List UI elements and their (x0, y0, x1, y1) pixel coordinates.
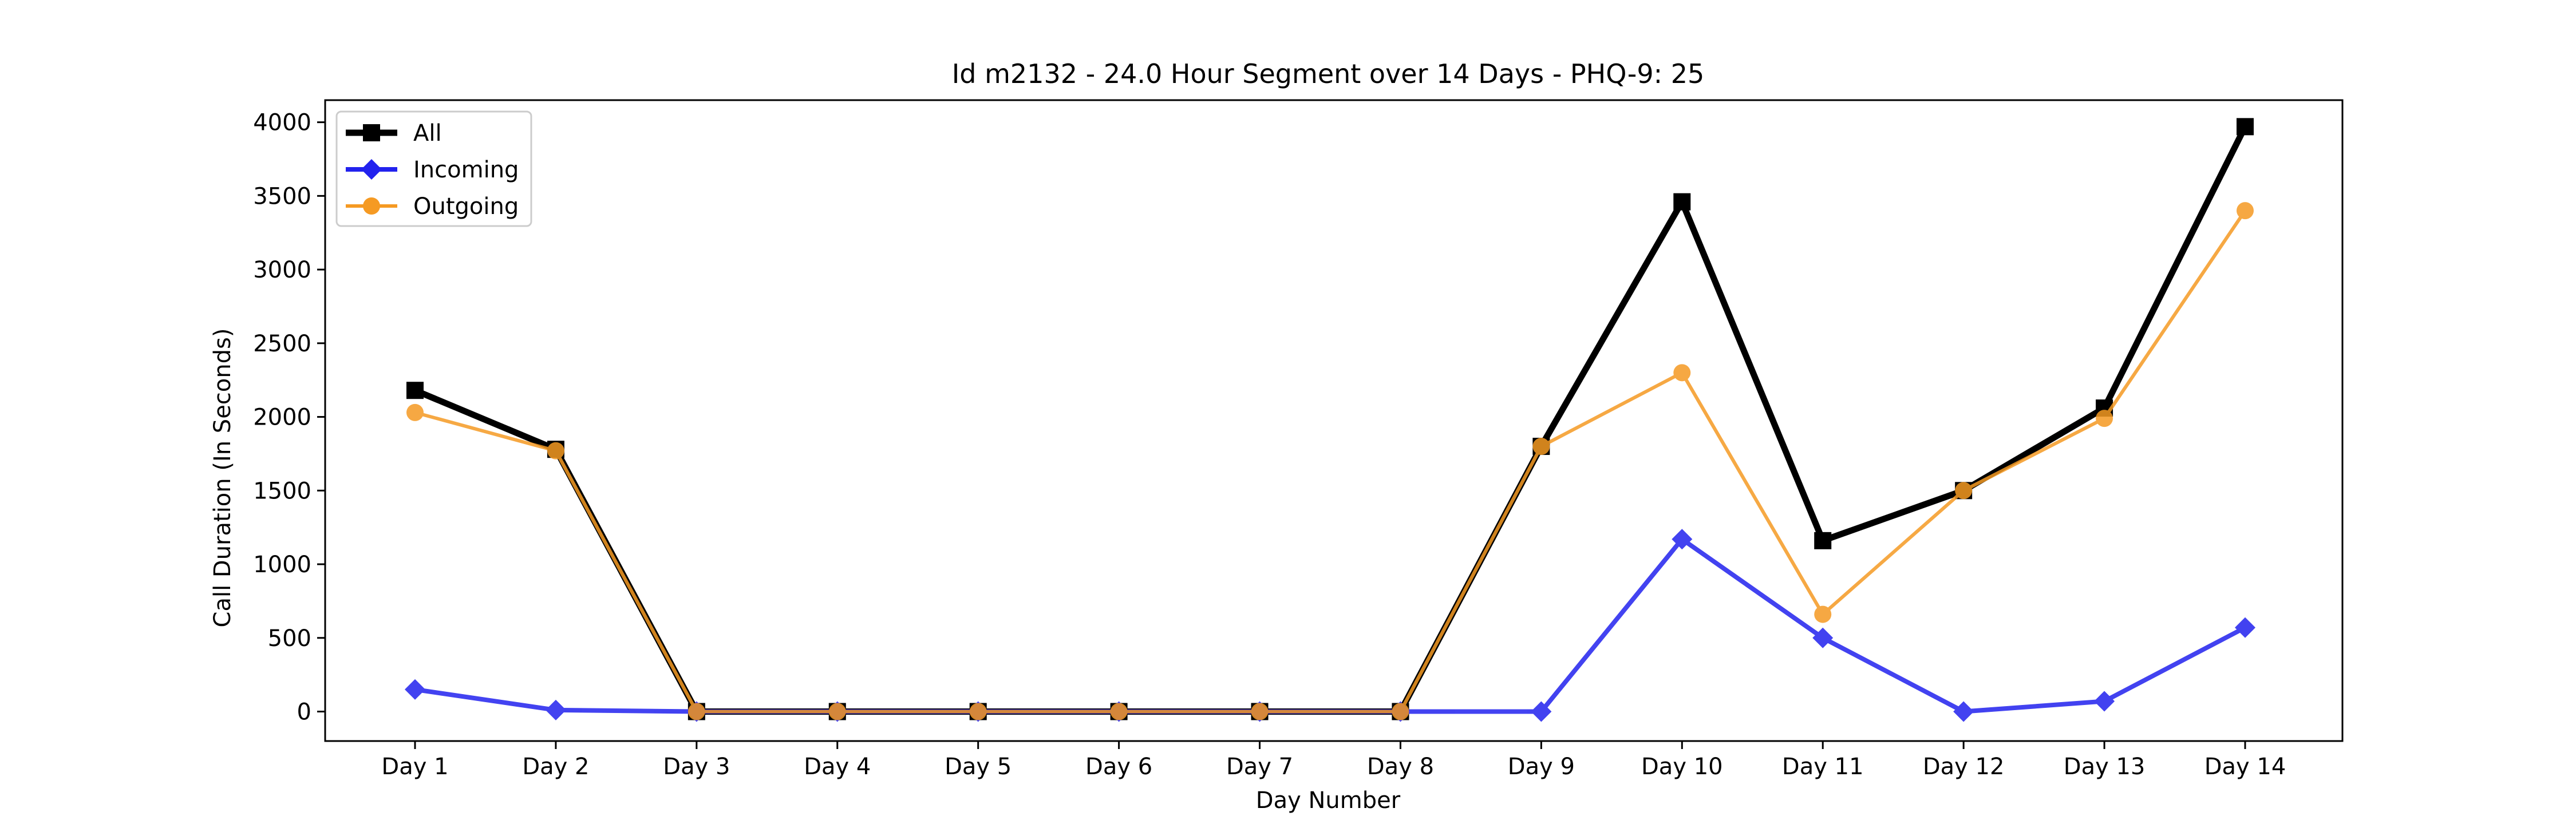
y-tick-label: 3000 (253, 257, 311, 283)
data-point-incoming (1953, 701, 1974, 722)
y-tick-label: 3500 (253, 183, 311, 209)
x-tick-label: Day 1 (381, 754, 448, 780)
x-tick-label: Day 14 (2204, 754, 2286, 780)
data-point-incoming (545, 699, 566, 720)
y-tick-label: 1000 (253, 552, 311, 578)
y-tick-label: 2500 (253, 331, 311, 357)
data-point-all (1673, 193, 1691, 211)
y-tick-label: 4000 (253, 110, 311, 136)
data-point-outgoing (1110, 703, 1128, 720)
x-tick-label: Day 9 (1508, 754, 1575, 780)
legend-label-outgoing: Outgoing (413, 193, 519, 220)
plot-frame (324, 99, 2344, 742)
legend: All Incoming Outgoing (335, 110, 532, 227)
data-point-incoming (1812, 627, 1834, 648)
y-tick-label: 2000 (253, 405, 311, 431)
x-tick-label: Day 6 (1085, 754, 1152, 780)
x-tick-label: Day 12 (1923, 754, 2005, 780)
series-layer (405, 118, 2255, 722)
data-point-all (1814, 532, 1832, 549)
y-axis-label: Call Duration (In Seconds) (210, 328, 236, 628)
x-tick-label: Day 4 (804, 754, 871, 780)
x-tick-label: Day 13 (2064, 754, 2146, 780)
y-tick-label: 0 (297, 699, 311, 726)
x-axis-label: Day Number (1256, 787, 1401, 814)
legend-marker-incoming (361, 159, 382, 180)
data-point-incoming (2235, 617, 2255, 638)
legend-marker-outgoing (363, 197, 380, 215)
data-point-outgoing (406, 403, 424, 421)
x-tick-label: Day 10 (1641, 754, 1723, 780)
data-point-outgoing (1532, 438, 1550, 455)
data-point-outgoing (688, 703, 705, 720)
data-point-outgoing (828, 703, 846, 720)
data-point-outgoing (1955, 482, 1973, 500)
data-point-incoming (2094, 691, 2115, 712)
legend-label-all: All (413, 120, 442, 146)
data-point-incoming (405, 679, 425, 700)
chart-title: Id m2132 - 24.0 Hour Segment over 14 Day… (952, 58, 1705, 89)
y-tick-label: 1500 (253, 478, 311, 504)
x-tick-label: Day 2 (522, 754, 589, 780)
x-tick-label: Day 11 (1782, 754, 1864, 780)
data-point-outgoing (1814, 605, 1832, 623)
axis-ticks: Day 1 Day 2 Day 3 Day 4 Day 5 Day 6 Day 7 Day 8… (253, 110, 2286, 780)
x-tick-label: Day 7 (1226, 754, 1293, 780)
series-outgoing (406, 202, 2254, 720)
x-tick-label: Day 5 (945, 754, 1012, 780)
x-tick-label: Day 3 (663, 754, 730, 780)
legend-marker-all (363, 124, 380, 141)
data-point-incoming (1531, 701, 1552, 722)
data-point-outgoing (969, 703, 987, 720)
data-point-outgoing (1251, 703, 1269, 720)
data-point-outgoing (547, 442, 564, 459)
data-point-outgoing (2237, 202, 2254, 220)
x-tick-label: Day 8 (1367, 754, 1434, 780)
data-point-outgoing (1392, 703, 1409, 720)
data-point-outgoing (1673, 364, 1691, 382)
data-point-all (2237, 118, 2254, 136)
legend-box (335, 110, 532, 227)
series-line-outgoing (414, 209, 2247, 714)
legend-label-incoming: Incoming (413, 157, 519, 183)
y-tick-label: 500 (268, 625, 311, 652)
data-point-incoming (1672, 529, 1693, 550)
data-point-outgoing (2096, 410, 2113, 427)
data-point-all (406, 382, 424, 399)
